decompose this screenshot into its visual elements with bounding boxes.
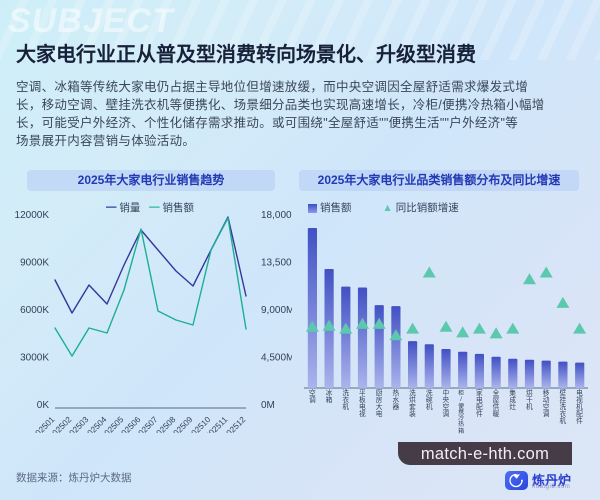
svg-text:9000K: 9000K: [20, 258, 49, 269]
svg-text:3000K: 3000K: [20, 353, 49, 364]
svg-text:13,500M: 13,500M: [261, 258, 292, 269]
svg-text:0K: 0K: [37, 400, 50, 411]
svg-text:18,000M: 18,000M: [261, 210, 292, 221]
svg-text:4,500M: 4,500M: [261, 353, 292, 364]
svg-text:9,000M: 9,000M: [261, 305, 292, 316]
svg-text:12000K: 12000K: [15, 210, 50, 221]
svg-text:6000K: 6000K: [20, 305, 49, 316]
svg-text:0M: 0M: [261, 400, 275, 411]
